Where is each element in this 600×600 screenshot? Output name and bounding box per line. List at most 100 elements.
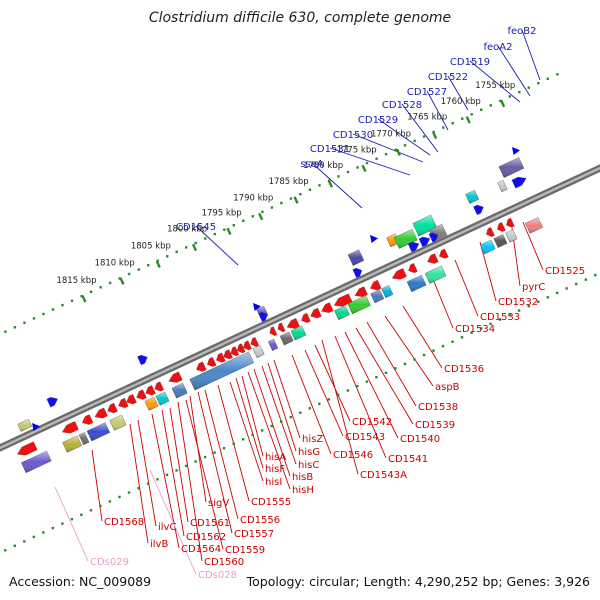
tick-dot	[422, 353, 426, 357]
gene-box-shade	[189, 351, 254, 391]
tick-dot	[242, 219, 245, 222]
tick-dot	[137, 268, 140, 271]
tick-dot	[175, 469, 178, 472]
gene-box-shade	[144, 397, 159, 411]
reverse-gene-arrow	[216, 352, 226, 363]
tick-dot	[70, 518, 74, 521]
tick-mark	[155, 260, 161, 268]
forward-gene-arrow	[352, 267, 363, 278]
tick-dot	[251, 433, 254, 437]
leader-line	[261, 365, 297, 465]
map-title: Clostridium difficile 630, complete geno…	[148, 10, 452, 26]
reverse-gene-arrow	[427, 253, 439, 264]
feature-tracks	[17, 147, 543, 474]
reverse-gene-arrow	[107, 402, 118, 414]
gene-box-forward-shade	[497, 180, 508, 192]
gene-box-shade	[493, 234, 508, 248]
forward-gene-arrow	[511, 176, 527, 189]
leader-line	[402, 305, 443, 369]
tick-labels: 1755 kbp 1760 kbp 1765 kbp 1770 kbp 1775 kbp…	[56, 81, 515, 303]
tick-dot	[185, 246, 188, 249]
gene-label-forward: feoB2	[507, 26, 536, 37]
gene-label-reverse: CD1560	[204, 557, 244, 568]
tick-dot	[137, 486, 140, 490]
tick-dot	[203, 455, 207, 459]
leader-line	[366, 321, 417, 407]
forward-gene-arrow	[46, 397, 58, 408]
tick-dot	[261, 429, 264, 432]
standalone-arrow	[253, 303, 261, 311]
gene-label-forward: sseA	[300, 159, 324, 170]
reverse-gene-arrow	[277, 322, 286, 333]
tick-label: 1780 kbp	[303, 161, 343, 171]
reverse-gene-arrow	[168, 371, 183, 383]
tick-dot	[146, 482, 150, 485]
tick-dot	[261, 210, 264, 214]
reverse-gene-arrow	[506, 217, 515, 228]
tick-dot	[318, 402, 321, 405]
leader-line	[197, 391, 233, 534]
tick-dot	[299, 193, 302, 196]
leader-line	[247, 371, 291, 490]
tick-dot	[327, 398, 330, 401]
leader-line	[426, 90, 449, 131]
gene-label-reverse: pyrC	[522, 282, 545, 293]
reverse-gene-arrow	[269, 326, 278, 336]
tick-dot	[118, 495, 121, 499]
reverse-gene-arrow	[321, 302, 334, 313]
gene-box-shade	[87, 422, 110, 441]
leader-line	[401, 103, 439, 153]
gene-label-reverse: hisG	[298, 447, 320, 458]
tick-dot	[518, 90, 521, 94]
leader-line	[291, 354, 332, 455]
gene-box-shade	[290, 325, 306, 341]
leader-line	[344, 331, 399, 439]
tick-dot	[42, 312, 45, 316]
gene-label-reverse: ilvC	[158, 522, 176, 533]
tick-dot	[394, 148, 397, 151]
gene-label-reverse: CD1559	[225, 545, 265, 556]
tick-dot	[42, 531, 45, 534]
tick-mark	[465, 116, 471, 124]
reverse-gene-arrow	[145, 385, 156, 396]
leader-line	[185, 399, 224, 550]
reverse-gene-arrow	[250, 337, 260, 347]
gene-label-reverse: CD1562	[186, 532, 226, 543]
leader-line	[129, 423, 149, 544]
tick-dot	[546, 296, 549, 299]
tick-label: 1755 kbp	[475, 81, 515, 91]
tick-mark	[119, 277, 125, 285]
gene-label-reverse: CD1539	[415, 420, 455, 431]
leader-line	[454, 259, 479, 317]
tick-dot	[537, 82, 540, 85]
tick-label: 1795 kbp	[202, 209, 242, 219]
tick-dot	[108, 500, 112, 503]
tick-dot	[432, 349, 435, 352]
standalone-arrow	[370, 235, 378, 243]
leader-line	[253, 368, 291, 477]
leader-line	[377, 118, 431, 156]
tick-dot	[527, 86, 530, 89]
tick-mark	[258, 212, 264, 221]
tick-dot	[308, 407, 311, 410]
tick-dot	[527, 305, 530, 308]
tick-dot	[70, 299, 74, 302]
tick-dot	[327, 179, 331, 182]
tick-dot	[280, 420, 283, 423]
gene-label-reverse: ilvB	[150, 539, 168, 550]
tick-dot	[422, 135, 426, 138]
tick-dot	[80, 513, 83, 516]
label-leader-lines	[54, 29, 544, 575]
tick-dot	[299, 411, 302, 414]
tick-dot	[575, 282, 578, 286]
gene-box-forward-shade	[394, 229, 418, 249]
tick-dot	[442, 126, 445, 129]
tick-dot	[337, 175, 340, 178]
tick-dot	[23, 540, 26, 543]
tick-dot	[556, 291, 559, 295]
tick-dot	[384, 153, 388, 156]
tick-dot	[99, 504, 102, 508]
gene-label-reverse: CD1543A	[360, 470, 407, 481]
tick-dot	[194, 460, 197, 463]
